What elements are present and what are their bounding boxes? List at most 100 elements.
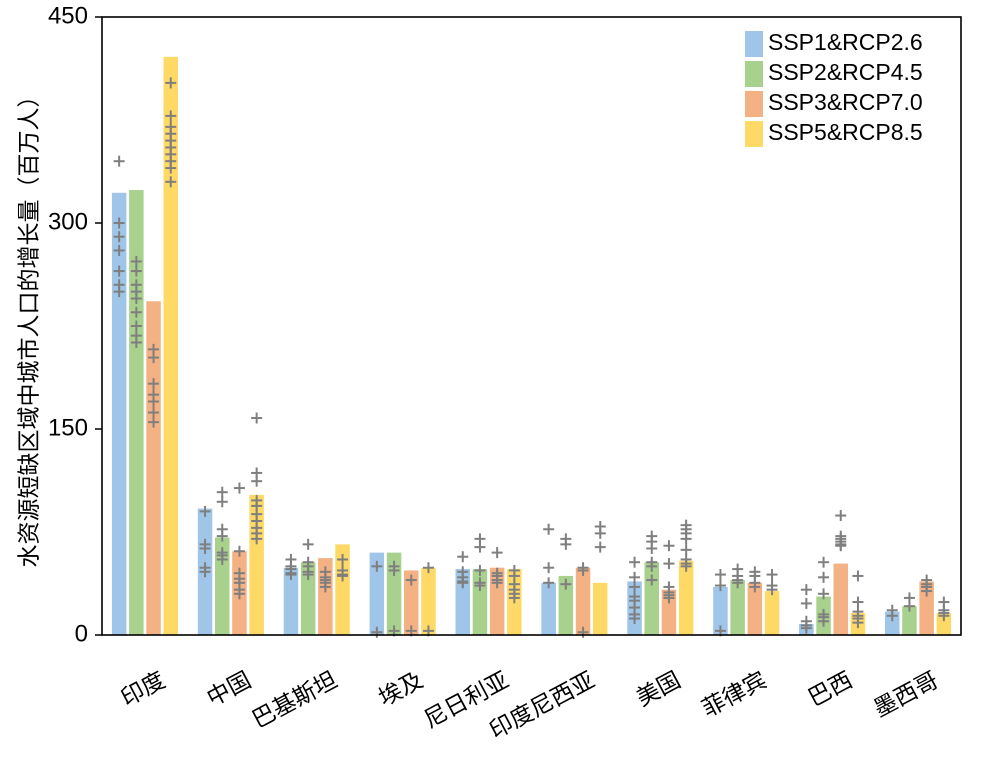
marker-plus [233,588,245,600]
marker-plus [457,551,469,563]
x-tick-label: 巴西 [804,667,857,712]
bar [558,575,574,635]
marker-plus [818,588,830,600]
plot-frame [101,16,962,636]
marker-plus [251,475,263,487]
marker-plus [629,581,641,593]
marker-plus [800,584,812,596]
marker-plus [714,580,726,592]
bar [421,567,436,635]
marker-plus [714,569,726,581]
x-tick-label: 菲律宾 [698,667,771,722]
marker-plus [766,584,778,596]
marker-plus [422,562,434,574]
marker-plus [337,553,349,565]
marker-plus [560,538,572,550]
marker-plus [629,571,641,583]
bar [146,301,161,635]
y-tick-label: 150 [48,414,88,441]
marker-plus [560,578,572,590]
marker-plus [646,574,658,586]
marker-plus [113,265,125,277]
marker-plus [886,610,898,622]
marker-plus [165,77,177,89]
marker-plus [251,412,263,424]
marker-plus [130,255,142,267]
marker-plus [818,571,830,583]
y-axis-title: 水资源短缺区域中城市人口的增长量（百万人） [17,85,43,568]
x-tick-label: 巴基斯坦 [248,667,341,733]
y-tick-label: 450 [48,2,88,29]
marker-plus [680,544,692,556]
bar [730,580,745,635]
bar [283,567,299,635]
x-tick-label: 埃及 [375,667,428,712]
bar [661,589,677,635]
bar [713,586,728,635]
marker-plus [835,510,847,522]
bar [249,494,264,635]
marker-plus [577,564,589,576]
marker-plus [680,560,692,572]
bar [489,567,505,635]
bar [541,582,556,635]
bar [369,552,385,635]
marker-plus [113,286,125,298]
legend-swatch [745,61,763,87]
marker-plus [852,617,864,629]
marker-plus [302,569,314,581]
legend-label: SSP3&RCP7.0 [768,89,923,115]
bar [335,544,350,635]
marker-plus [663,558,675,570]
marker-plus [371,626,383,638]
marker-plus [491,547,503,559]
legend-label: SSP5&RCP8.5 [768,119,923,145]
x-tick-label: 印度 [117,667,170,712]
marker-plus [148,396,160,408]
y-tick-label: 0 [75,620,88,647]
marker-plus [165,162,177,174]
marker-plus [130,265,142,277]
x-tick-label: 中国 [203,667,256,712]
marker-plus [319,581,331,593]
bar [936,613,952,635]
bar [163,56,178,636]
bar [885,611,900,635]
marker-plus [543,562,555,574]
bar [747,582,763,635]
marker-plus [148,416,160,428]
marker-plus [216,553,228,565]
marker-plus [457,577,469,589]
bar [644,562,659,635]
marker-plus [371,560,383,572]
marker-plus [629,556,641,568]
marker-plus [337,570,349,582]
marker-plus [113,155,125,167]
marker-plus [216,496,228,508]
bar [129,190,144,636]
y-tick-label: 300 [48,208,88,235]
bar [215,537,230,635]
marker-plus [835,540,847,552]
marker-plus [233,482,245,494]
x-tick-label: 墨西哥 [870,667,943,722]
marker-plus [766,569,778,581]
marker-plus [800,622,812,634]
marker-plus [646,542,658,554]
marker-plus [491,577,503,589]
legend-label: SSP1&RCP2.6 [768,29,923,55]
bar [919,581,934,635]
marker-plus [663,540,675,552]
marker-plus [646,560,658,572]
marker-plus [732,577,744,589]
marker-plus [543,577,555,589]
bar [764,591,780,635]
bar [902,606,917,635]
marker-plus [199,505,211,517]
marker-plus [474,580,486,592]
marker-plus [474,541,486,553]
marker-plus [818,556,830,568]
marker-plus [594,527,606,539]
marker-plus [251,533,263,545]
